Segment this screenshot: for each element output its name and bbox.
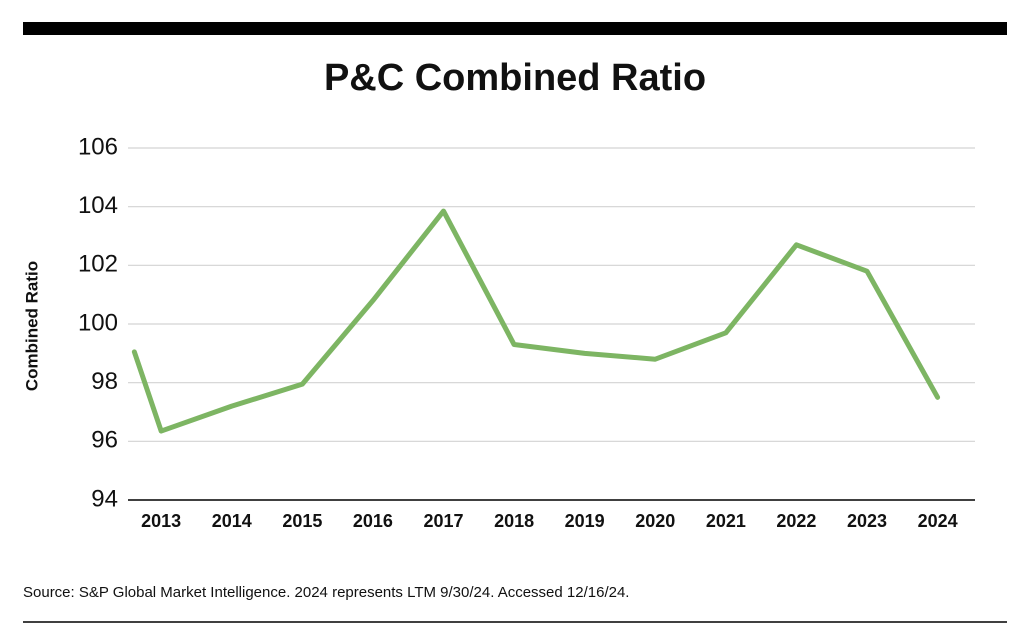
chart-title: P&C Combined Ratio bbox=[324, 57, 706, 99]
x-tick-label: 2018 bbox=[494, 511, 534, 531]
y-tick-label: 102 bbox=[78, 251, 118, 278]
source-note: Source: S&P Global Market Intelligence. … bbox=[23, 584, 629, 601]
x-tick-label: 2021 bbox=[706, 511, 746, 531]
x-tick-label: 2017 bbox=[423, 511, 463, 531]
y-tick-label: 96 bbox=[91, 427, 118, 454]
y-tick-label: 104 bbox=[78, 192, 118, 219]
x-tick-label: 2013 bbox=[141, 511, 181, 531]
x-tick-label: 2019 bbox=[565, 511, 605, 531]
y-tick-label: 94 bbox=[91, 485, 118, 512]
x-tick-label: 2015 bbox=[282, 511, 322, 531]
y-tick-label: 106 bbox=[78, 133, 118, 160]
data-line bbox=[131, 208, 941, 434]
x-tick-label: 2023 bbox=[847, 511, 887, 531]
x-tick-label: 2016 bbox=[353, 511, 393, 531]
x-tick-label: 2014 bbox=[212, 511, 252, 531]
top-bar bbox=[23, 22, 1007, 35]
y-axis-label: Combined Ratio bbox=[22, 261, 41, 391]
y-tick-label: 100 bbox=[78, 309, 118, 336]
y-tick-label: 98 bbox=[91, 368, 118, 395]
x-tick-label: 2022 bbox=[776, 511, 816, 531]
x-tick-label: 2020 bbox=[635, 511, 675, 531]
x-tick-label: 2024 bbox=[918, 511, 958, 531]
